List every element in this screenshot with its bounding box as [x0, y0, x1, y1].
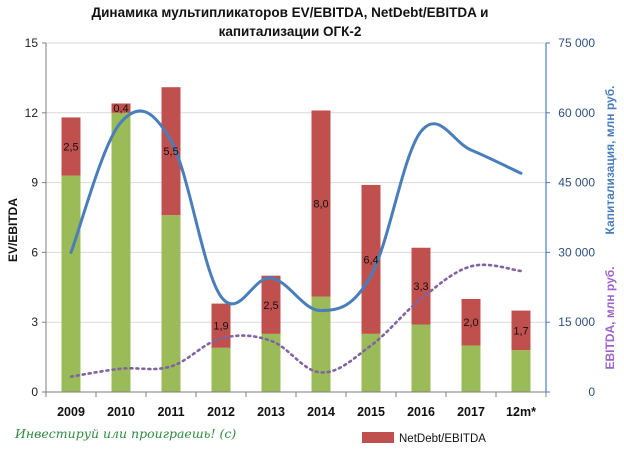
netdebt-data-label: 2,5 [63, 142, 78, 154]
netdebt-data-label: 1,7 [513, 325, 528, 337]
legend-label-netdebt: NetDebt/EBITDA [399, 433, 486, 445]
netdebt-data-label: 0,4 [113, 103, 128, 115]
y-right-tick-label: 15 000 [558, 315, 595, 329]
y-right-tick-label: 75 000 [558, 36, 595, 50]
y-axis-left-label: EV/EBITDA [6, 198, 20, 262]
y-left-tick-label: 9 [31, 176, 38, 190]
x-tick-label: 2012 [207, 405, 235, 419]
y-left-tick-label: 6 [31, 245, 38, 259]
y-axis-right-label-capitalization: Капитализация, млн руб. [603, 86, 617, 235]
labels-layer: 2,5 0,4 5,5 1,9 2,5 8,0 6,4 3,3 2,0 1,7 [63, 103, 528, 337]
bar-netdebt-ebitda [311, 110, 331, 297]
x-tick-label: 12m* [506, 405, 536, 419]
bar-ev-ebitda [211, 347, 231, 392]
bar-netdebt-ebitda [261, 275, 281, 334]
bar-netdebt-ebitda [61, 117, 81, 176]
netdebt-data-label: 1,9 [213, 321, 228, 333]
bar-netdebt-ebitda [511, 310, 531, 351]
y-right-tick-label: 60 000 [558, 106, 595, 120]
y-left-tick-label: 3 [31, 315, 38, 329]
x-tick-label: 2016 [407, 405, 435, 419]
x-tick-label: 2014 [307, 405, 335, 419]
bar-netdebt-ebitda [461, 298, 481, 346]
y-right-tick-label: 30 000 [558, 245, 595, 259]
axes-layer: 0 0 3 15 000 6 30 000 9 45 000 12 60 000 15 75 000 2… [25, 36, 596, 419]
bar-ev-ebitda [61, 175, 81, 392]
bar-ev-ebitda [511, 350, 531, 392]
bar-ev-ebitda [311, 296, 331, 392]
netdebt-data-label: 3,3 [413, 281, 428, 293]
x-tick-label: 2010 [107, 405, 135, 419]
chart-title-line1: Динамика мультипликаторов EV/EBITDA, Net… [92, 5, 489, 20]
bar-netdebt-ebitda [361, 184, 381, 334]
bar-ev-ebitda [411, 324, 431, 392]
bar-ev-ebitda [461, 345, 481, 392]
bar-ev-ebitda [261, 333, 281, 392]
line-capitalization [69, 109, 523, 313]
x-tick-label: 2011 [157, 405, 184, 419]
lines-layer [69, 109, 523, 378]
bar-ev-ebitda [161, 215, 181, 392]
netdebt-data-label: 2,5 [263, 300, 278, 312]
y-left-tick-label: 0 [31, 385, 38, 399]
netdebt-data-label: 5,5 [163, 146, 178, 158]
legend-swatch-netdebt [362, 432, 394, 443]
y-right-tick-label: 45 000 [558, 176, 595, 190]
x-tick-label: 2017 [457, 405, 485, 419]
chart-title-line2: капитализации ОГК-2 [219, 24, 362, 39]
bar-netdebt-ebitda [111, 103, 131, 113]
y-axis-right-label-ebitda: EBITDA, млн руб. [603, 266, 617, 369]
netdebt-data-label: 6,4 [363, 254, 378, 266]
y-left-tick-label: 12 [25, 106, 39, 120]
bar-ev-ebitda [361, 333, 381, 392]
y-right-tick-label: 0 [588, 385, 595, 399]
line-ebitda [69, 263, 523, 378]
netdebt-data-label: 2,0 [463, 317, 478, 329]
watermark: Инвестируй или проиграешь! (с) [14, 426, 236, 441]
bar-netdebt-ebitda [161, 87, 181, 216]
bar-ev-ebitda [111, 112, 131, 393]
x-tick-label: 2015 [357, 405, 385, 419]
y-left-tick-label: 15 [25, 36, 39, 50]
x-tick-label: 2013 [257, 405, 285, 419]
bar-netdebt-ebitda [411, 247, 431, 325]
x-tick-label: 2009 [57, 405, 85, 419]
netdebt-data-label: 8,0 [313, 199, 328, 211]
bars-layer [61, 87, 531, 393]
